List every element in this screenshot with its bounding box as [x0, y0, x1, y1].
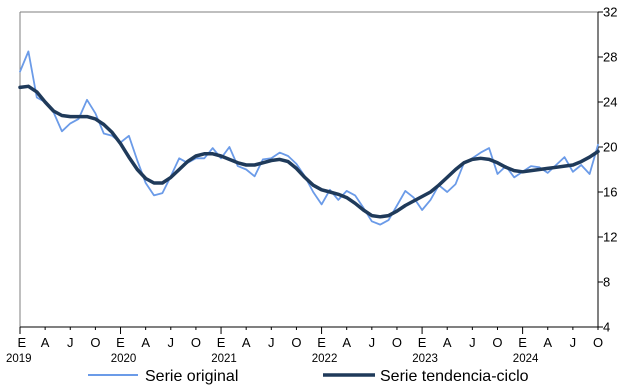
y-tick-label: 20 — [603, 140, 617, 155]
plot-area — [19, 11, 599, 328]
legend: Serie original Serie tendencia-ciclo — [88, 368, 529, 385]
x-tick-label: E — [18, 335, 27, 350]
x-tick-label: J — [168, 335, 175, 350]
x-tick-label: O — [191, 335, 201, 350]
x-tick-label: E — [418, 335, 427, 350]
legend-label-serie-tendencia-ciclo: Serie tendencia-ciclo — [380, 368, 529, 385]
x-tick-label: O — [90, 335, 100, 350]
y-tick-label: 32 — [603, 5, 617, 20]
x-tick-label: J — [268, 335, 275, 350]
x-tick-label: O — [492, 335, 502, 350]
x-tick-label: J — [369, 335, 376, 350]
x-tick-label: A — [141, 335, 150, 350]
x-year-label: 2020 — [111, 353, 137, 365]
x-year-label: 2021 — [211, 353, 237, 365]
x-tick-label: E — [116, 335, 125, 350]
x-tick-label: J — [67, 335, 74, 350]
x-tick-label: E — [518, 335, 527, 350]
x-tick-label: A — [342, 335, 351, 350]
x-tick-label: O — [593, 335, 603, 350]
y-tick-label: 8 — [603, 275, 610, 290]
x-year-label: 2019 — [6, 353, 32, 365]
x-tick-label: E — [317, 335, 326, 350]
y-tick-label: 4 — [603, 320, 610, 335]
y-tick-label: 12 — [603, 230, 617, 245]
y-tick-label: 28 — [603, 50, 617, 65]
y-axis: 4 8 12 16 20 24 28 32 — [598, 5, 617, 335]
x-year-label: 2023 — [412, 353, 438, 365]
series-line-serie-original — [19, 50, 599, 226]
y-tick-label: 16 — [603, 185, 617, 200]
series-line-serie-tendencia-ciclo — [18, 84, 600, 219]
series-layer — [18, 50, 600, 226]
x-tick-label: J — [469, 335, 476, 350]
x-year-label: 2022 — [312, 353, 338, 365]
x-tick-label: A — [543, 335, 552, 350]
y-tick-label: 24 — [603, 95, 617, 110]
x-tick-label: A — [443, 335, 452, 350]
x-year-label: 2024 — [513, 353, 539, 365]
x-tick-label: A — [41, 335, 50, 350]
legend-label-serie-original: Serie original — [145, 368, 238, 385]
x-tick-label: A — [242, 335, 251, 350]
x-tick-label: O — [392, 335, 402, 350]
x-tick-label: J — [570, 335, 577, 350]
x-tick-label: E — [217, 335, 226, 350]
x-tick-label: O — [291, 335, 301, 350]
